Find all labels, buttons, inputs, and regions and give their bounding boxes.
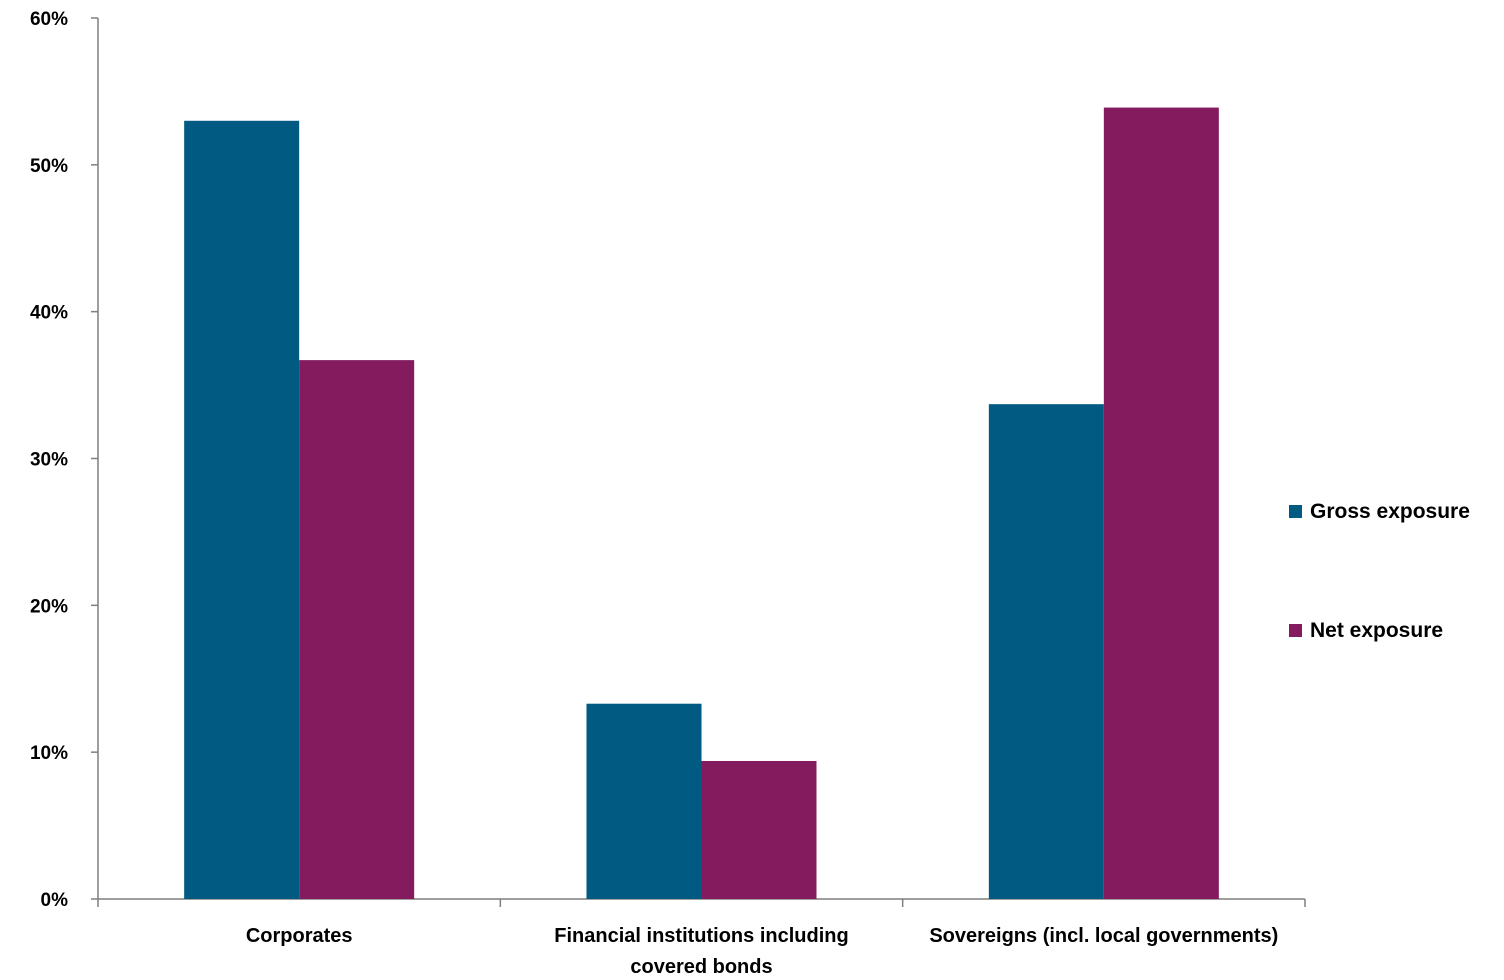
y-tick-label: 60% — [30, 9, 68, 30]
legend-swatch-gross — [1289, 505, 1302, 518]
bar-net-1 — [701, 760, 817, 899]
legend: Gross exposure Net exposure — [1289, 500, 1470, 642]
x-category-label: Corporates — [246, 925, 353, 947]
bar-net-0 — [299, 360, 415, 899]
legend-label-net: Net exposure — [1310, 619, 1443, 642]
y-tick-label: 20% — [30, 596, 68, 617]
y-tick-label: 50% — [30, 156, 68, 177]
y-tick-label: 0% — [41, 890, 69, 911]
bar-gross-0 — [184, 120, 300, 900]
bar-net-2 — [1103, 107, 1219, 899]
y-tick-label: 40% — [30, 303, 68, 324]
x-category-label: Sovereigns (incl. local governments) — [929, 925, 1278, 947]
y-tick-label: 30% — [30, 450, 68, 471]
plot-area: 0% 10% 20% 30% 40% 50% 60% Corporates Financial … — [30, 9, 1306, 978]
bar-gross-1 — [586, 703, 702, 899]
x-category-label: covered bonds — [630, 956, 772, 978]
legend-swatch-net — [1289, 624, 1302, 637]
x-category-label: Financial institutions including — [554, 925, 848, 947]
bar-gross-2 — [988, 404, 1104, 899]
y-tick-label: 10% — [30, 743, 68, 764]
legend-label-gross: Gross exposure — [1310, 500, 1470, 523]
